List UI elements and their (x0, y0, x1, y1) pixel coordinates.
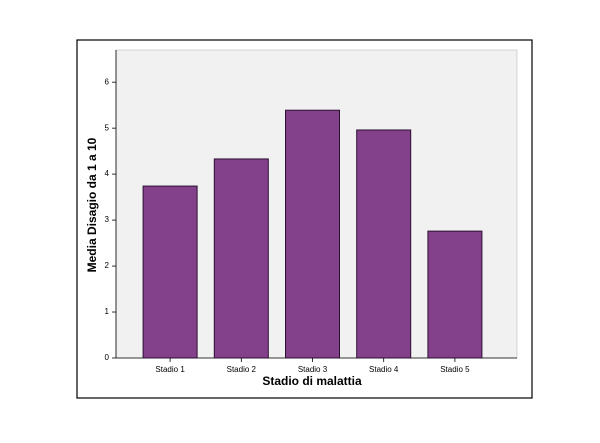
y-tick-label: 6 (105, 77, 110, 86)
x-tick-label: Stadio 1 (155, 365, 185, 374)
bar (356, 129, 412, 359)
x-axis-title: Stadio di malattia (262, 374, 362, 388)
y-tick-label: 0 (105, 353, 110, 362)
x-tick-label: Stadio 3 (298, 365, 328, 374)
y-axis-title: Media Disagio da 1 a 10 (85, 137, 99, 272)
bar (142, 185, 198, 359)
x-tick-label: Stadio 4 (369, 365, 399, 374)
y-tick-label: 3 (105, 215, 110, 224)
x-tick-label: Stadio 5 (440, 365, 470, 374)
y-tick-label: 5 (105, 123, 110, 132)
bar (285, 109, 340, 359)
bar (213, 158, 269, 359)
y-tick-label: 4 (105, 169, 110, 178)
y-tick-label: 2 (105, 261, 110, 270)
bar (427, 230, 483, 359)
x-tick-label: Stadio 2 (227, 365, 257, 374)
y-tick-label: 1 (105, 307, 110, 316)
